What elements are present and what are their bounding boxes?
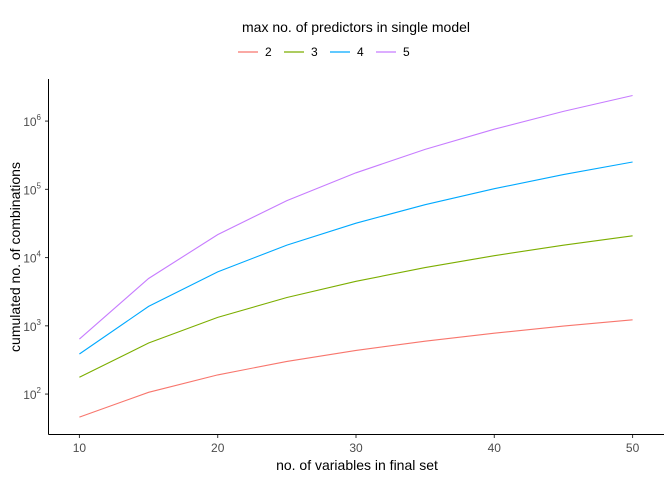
legend-item-3: 3 [284, 45, 318, 59]
legend-item-4: 4 [330, 45, 364, 59]
legend-label-5: 5 [403, 45, 410, 59]
x-axis-title: no. of variables in final set [276, 457, 438, 473]
series-layer [79, 94, 633, 418]
y-tick-label: 104 [23, 250, 41, 266]
y-axis-title: cumulated no. of combinations [7, 162, 23, 352]
legend-item-2: 2 [238, 45, 272, 59]
legend-label-4: 4 [357, 45, 364, 59]
x-tick-label: 40 [488, 441, 502, 455]
x-axis-ticks: 10 20 30 40 50 [73, 435, 640, 455]
y-axis-ticks: 102 103 104 105 106 [23, 113, 48, 402]
x-tick-label: 30 [349, 441, 363, 455]
legend-items: 2 3 4 5 [238, 45, 410, 59]
y-tick-label: 105 [23, 181, 41, 197]
y-tick-label: 106 [23, 113, 41, 129]
x-tick-label: 50 [626, 441, 640, 455]
series-line-3 [79, 235, 633, 378]
legend-label-2: 2 [265, 45, 272, 59]
x-tick-label: 10 [73, 441, 87, 455]
series-line-2 [79, 319, 633, 418]
y-tick-label: 103 [23, 318, 41, 334]
legend-item-5: 5 [376, 45, 410, 59]
x-tick-label: 20 [211, 441, 225, 455]
legend-title: max no. of predictors in single model [242, 19, 470, 35]
series-line-5 [79, 94, 633, 340]
legend-label-3: 3 [311, 45, 318, 59]
legend: max no. of predictors in single model 2 3… [238, 19, 470, 59]
plot-area: 10 20 30 40 50 102 103 104 105 106 [23, 79, 664, 455]
y-tick-label: 102 [23, 386, 41, 402]
series-line-4 [79, 161, 633, 355]
